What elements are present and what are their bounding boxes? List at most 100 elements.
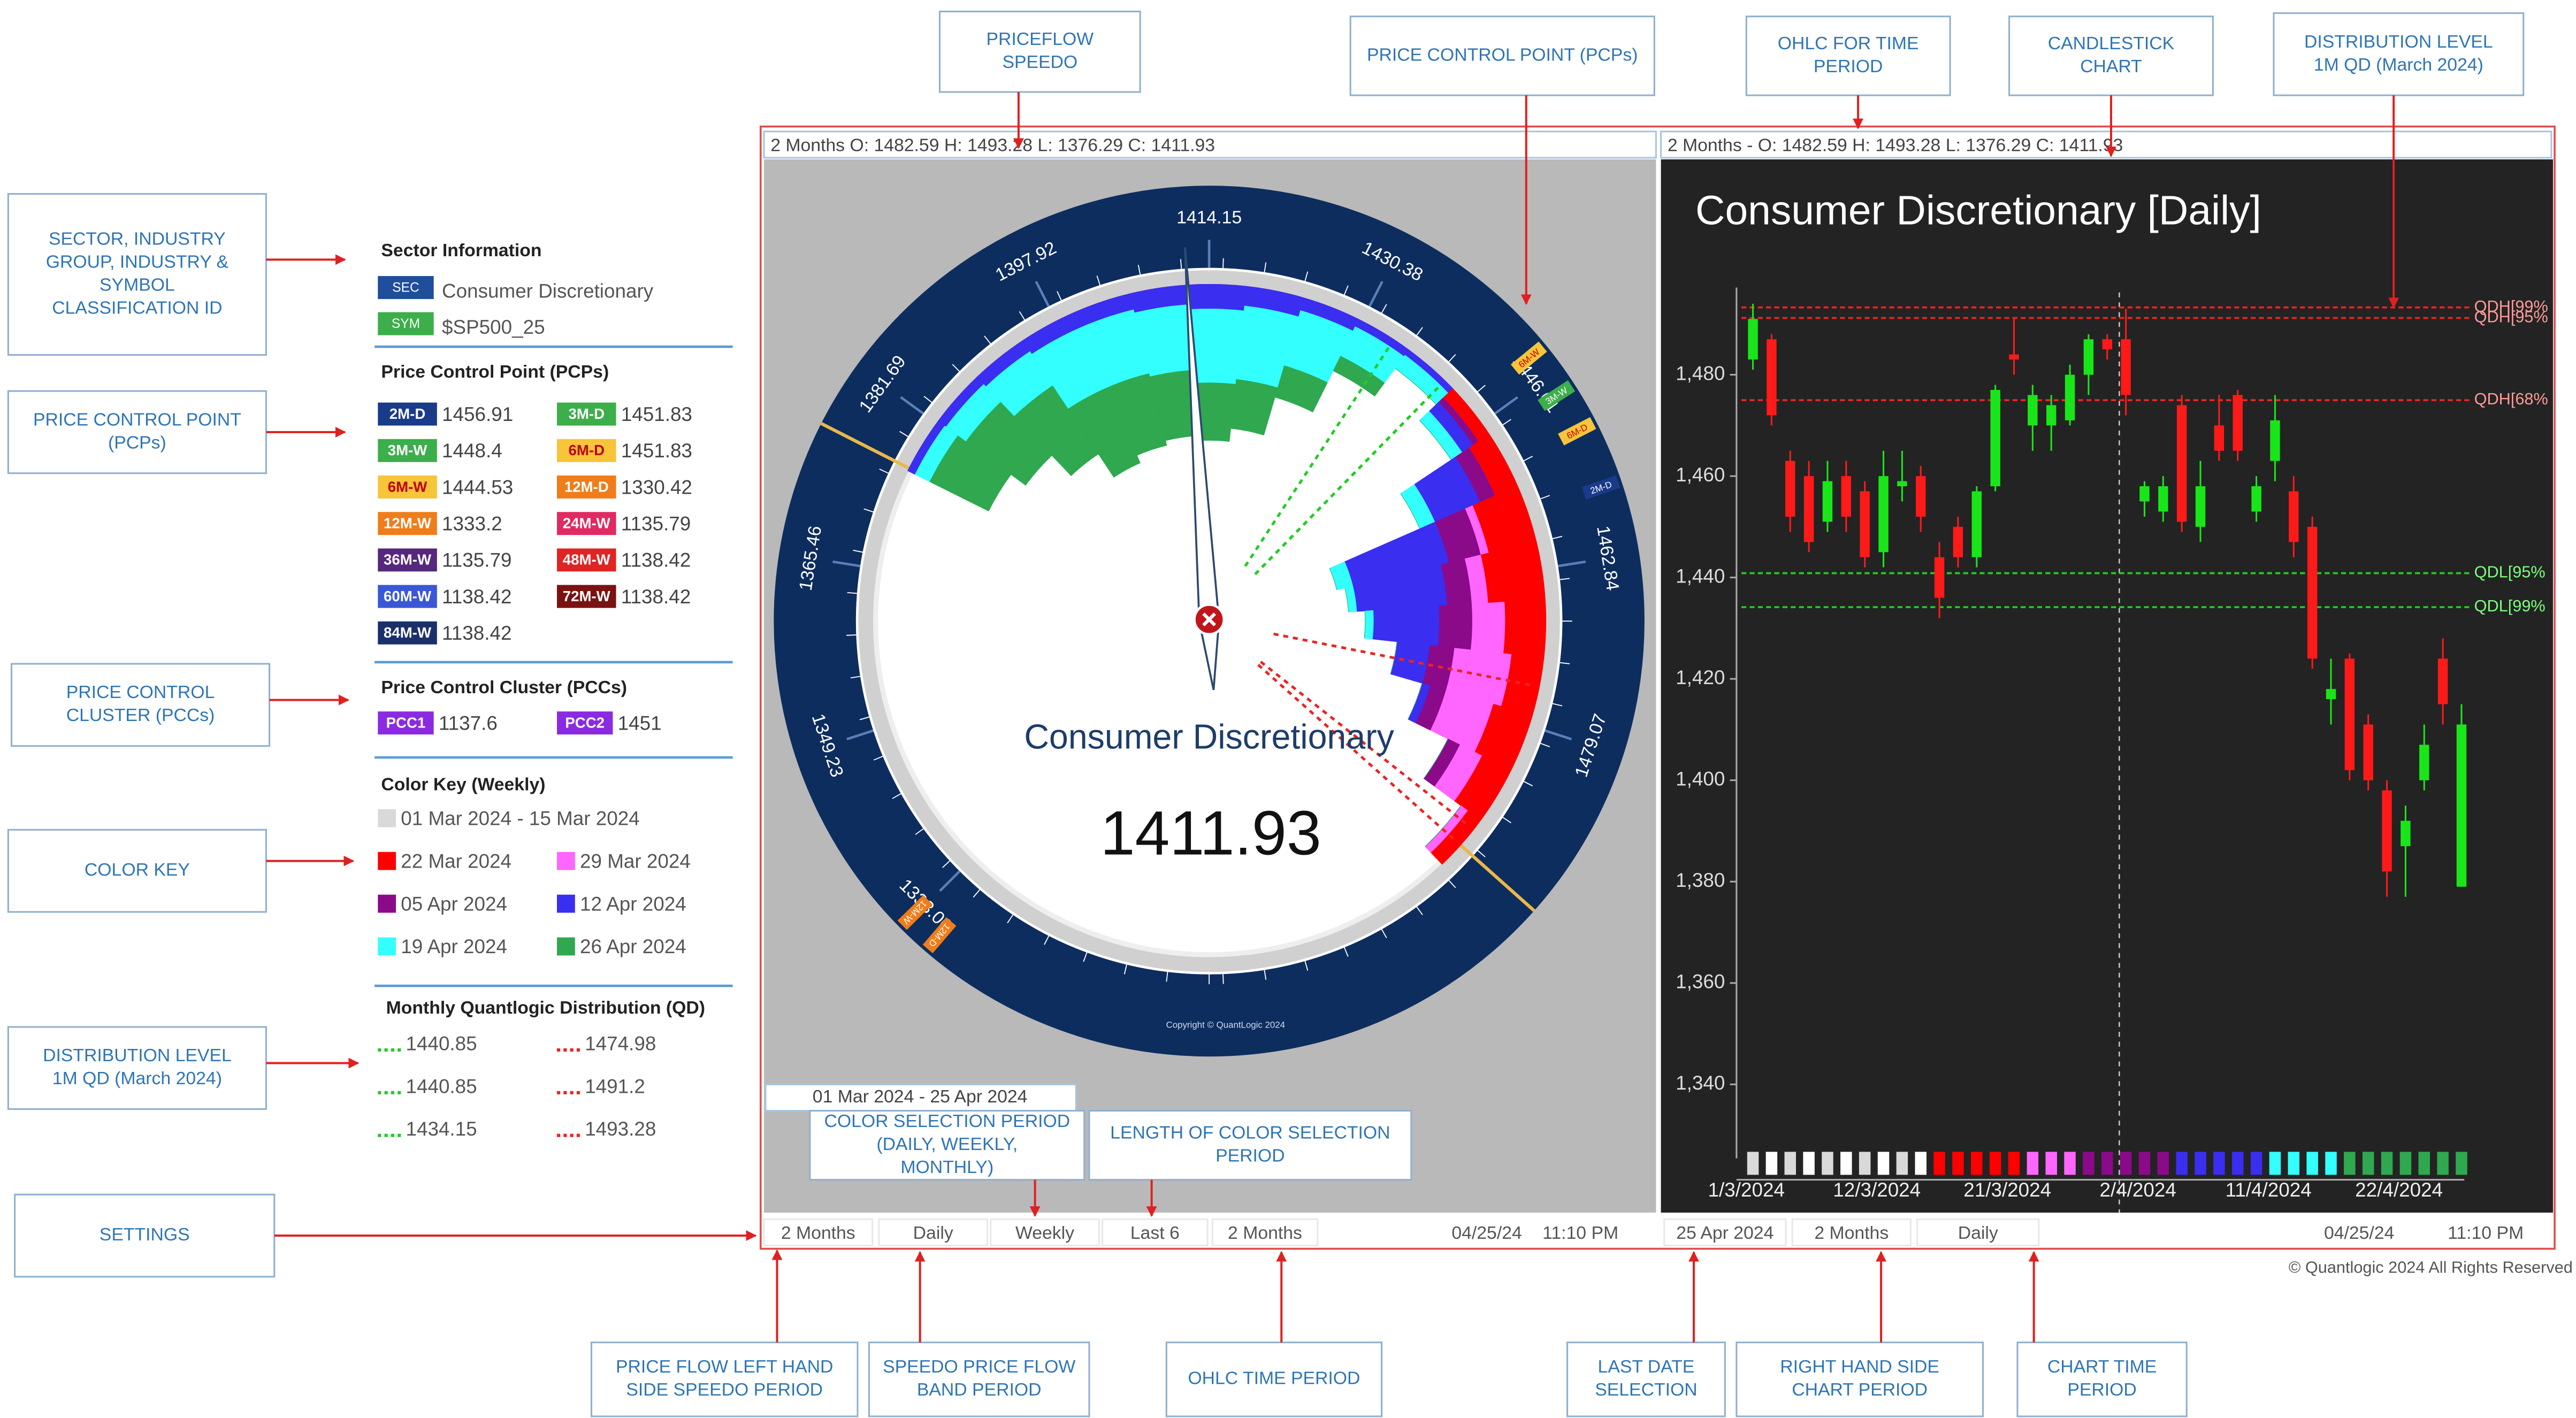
badge-value: 1137.6 [439,712,498,734]
callout-text: PRICE CONTROL [66,682,215,702]
period-strip [1803,1152,1815,1175]
badge-value: 1448.4 [442,440,502,462]
speedo-band [858,270,1560,972]
range-marker [820,422,910,470]
candle-body [2437,658,2448,704]
minor-tick [1448,880,1456,888]
setting-label: Daily [1958,1223,1998,1243]
callout-text: 1M QD (March 2024) [52,1068,222,1089]
distribution-segment [1333,356,1385,397]
candle-body [1748,319,1758,360]
callout-text: CANDLESTICK [2048,33,2175,53]
qd-ray [1273,632,1532,687]
setting-label: Last 6 [1130,1223,1180,1243]
sector-name: Consumer Discretionary [442,280,654,302]
minor-tick [1166,971,1168,982]
color-key-label: 12 Apr 2024 [580,893,686,915]
candle-body [2214,425,2225,451]
callout-text: PRICEFLOW [986,29,1094,49]
minor-tick [1523,456,1533,462]
minor-tick [973,889,981,898]
footer-time: 11:10 PM [2448,1223,2524,1243]
period-strip [1915,1152,1927,1175]
callout-text: SPEEDO PRICE FLOW [883,1356,1075,1377]
y-tick-label: 1,340 [1676,1072,1725,1094]
badge [556,585,616,608]
period-strip [2176,1152,2188,1175]
qd-value: 1474.98 [585,1032,656,1054]
minor-tick [850,676,861,679]
distribution-segment [1189,309,1244,385]
period-strip [2269,1152,2281,1175]
candle-body [2401,821,2411,846]
minor-tick [873,756,883,761]
section-title: Price Control Cluster (PCCs) [381,677,627,697]
badge-value: 1456.91 [442,403,513,425]
period-strip [1859,1152,1871,1175]
candle-body [2382,790,2392,872]
pcp-tag-box [1558,417,1596,446]
minor-tick [1477,850,1486,857]
callout-text: DISTRIBUTION LEVEL [2304,32,2493,52]
speedo-tick [1035,281,1050,307]
period-strip [2120,1152,2132,1175]
period-strip [1747,1152,1759,1175]
callout-text: CLASSIFICATION ID [52,297,222,318]
candle-body [1785,461,1795,517]
callout-box [590,1342,859,1417]
candle-body [1878,476,1889,553]
x-tick-label: 22/4/2024 [2355,1179,2443,1201]
callout-box [1736,1342,1984,1417]
speedo-header: 2 Months O: 1482.59 H: 1493.28 L: 1376.2… [770,135,1215,155]
badge-value: 1444.53 [442,476,513,498]
distribution-segment [1437,603,1472,650]
badge [378,402,437,426]
distribution-segment [1274,365,1328,412]
candle-body [1971,491,1982,557]
candle-body [2158,486,2168,512]
distribution-segment [1344,588,1349,612]
color-swatch [556,852,575,870]
period-strip [2306,1152,2318,1175]
minor-tick [1552,535,1563,539]
callout-text: SIDE SPEEDO PERIOD [626,1379,823,1400]
minor-tick [1540,495,1550,500]
candle-body [1990,389,2000,487]
speedo-value: 1411.93 [1100,798,1321,868]
setting-button [1101,1218,1209,1246]
color-swatch [378,894,396,913]
qd-label: QDH[68% [2474,389,2548,408]
section-title: Color Key (Weekly) [381,774,545,794]
candle-body [2344,658,2355,770]
minor-tick [1222,258,1224,269]
period-strip [1784,1152,1796,1175]
badge-text: 3M-W [388,442,428,458]
candle-body [1803,476,1814,542]
callout-text: SYMBOL [100,274,175,295]
period-strip [2008,1152,2020,1175]
pcp-tag-box [1510,341,1547,375]
speedo-copyright: Copyright © QuantLogic 2024 [1166,1020,1286,1030]
candle-body [2065,374,2075,420]
period-strip [2064,1152,2076,1175]
candle-body [1916,476,1926,517]
minor-tick [1304,961,1309,971]
callout-text: LENGTH OF COLOR SELECTION [1110,1122,1390,1143]
minor-tick [1477,385,1486,392]
period-strip [1896,1152,1908,1175]
y-tick-label: 1,400 [1676,768,1725,790]
badge-value: 1135.79 [442,549,511,571]
badge-value: 1138.42 [621,586,691,608]
minor-tick [1381,929,1387,938]
setting-button [1791,1218,1912,1246]
distribution-segment [1470,601,1505,654]
footer-time: 11:10 PM [1542,1223,1618,1243]
setting-label: 2 Months [781,1223,855,1243]
candle-body [2326,689,2336,700]
callout-text: COLOR SELECTION PERIOD [824,1111,1071,1131]
x-tick-label: 1/3/2024 [1708,1179,1785,1201]
callout-text: SELECTION [1595,1379,1697,1400]
minor-tick [879,469,889,474]
speedo-tick [832,560,861,568]
candle-body [1934,557,1945,598]
